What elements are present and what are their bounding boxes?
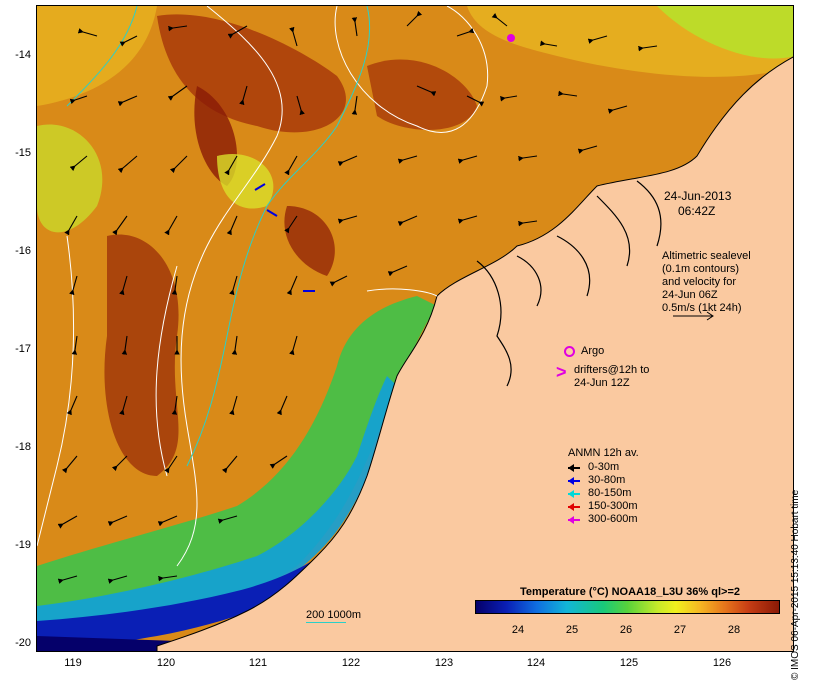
depth-contour-swatch xyxy=(306,622,346,623)
sst-coldest-band xyxy=(37,551,337,651)
sealevel-contour xyxy=(366,288,438,297)
altimetry-note-line: (0.1m contours) xyxy=(662,263,740,275)
altimetry-note-line: 0.5m/s (1kt 24h) xyxy=(662,302,742,314)
land-mass xyxy=(156,56,793,651)
depth-contour xyxy=(186,6,371,467)
depth-contour-label: 200 1000m xyxy=(306,609,362,621)
anmn-legend-item: 80-150m xyxy=(568,487,639,500)
anmn-legend-title: ANMN 12h av. xyxy=(568,447,639,459)
colorbar-tick: 28 xyxy=(727,624,741,636)
temperature-colorbar xyxy=(475,600,780,614)
anmn-legend-item: 300-600m xyxy=(568,513,639,526)
x-axis-label: 123 xyxy=(434,657,454,669)
arrow-icon xyxy=(568,515,584,525)
colorbar-tick: 26 xyxy=(619,624,633,636)
anmn-legend: ANMN 12h av. 0-30m 30-80m 80-150m 150-30… xyxy=(568,447,639,526)
drifter-track xyxy=(254,183,266,191)
x-axis-label: 122 xyxy=(341,657,361,669)
colorbar-tick: 25 xyxy=(565,624,579,636)
y-axis-label: -18 xyxy=(15,441,31,453)
time-label: 06:42Z xyxy=(678,204,716,218)
sst-cool-band xyxy=(37,296,437,626)
y-axis-label: -16 xyxy=(15,245,31,257)
sst-map xyxy=(37,6,793,651)
anmn-legend-item: 30-80m xyxy=(568,474,639,487)
anmn-legend-label: 0-30m xyxy=(588,461,620,473)
date-label: 24-Jun-2013 xyxy=(664,189,732,203)
arrow-icon xyxy=(568,489,584,499)
depth-contour xyxy=(66,6,138,107)
sst-mid-patch xyxy=(37,6,157,106)
anmn-legend-item: 0-30m xyxy=(568,461,639,474)
x-axis-label: 125 xyxy=(619,657,639,669)
drifters-label-line: 24-Jun 12Z xyxy=(574,377,630,389)
argo-label: Argo xyxy=(581,345,605,357)
map-frame xyxy=(36,5,794,652)
anmn-legend-label: 300-600m xyxy=(588,513,638,525)
sealevel-contour xyxy=(176,6,283,567)
x-axis-label: 126 xyxy=(712,657,732,669)
argo-circle-icon xyxy=(564,345,575,357)
coast-inlets xyxy=(476,180,662,387)
argo-legend: Argo xyxy=(564,345,604,358)
drifters-legend: > drifters@12h to 24-Jun 12Z xyxy=(556,362,650,390)
x-axis-label: 124 xyxy=(526,657,546,669)
velocity-vectors xyxy=(57,10,658,584)
sst-hot-patch xyxy=(367,59,477,130)
colorbar-title: Temperature (°C) NOAA18_L3U 36% ql>=2 xyxy=(520,586,740,598)
x-axis-label: 120 xyxy=(156,657,176,669)
sst-mid-patch xyxy=(37,124,103,233)
y-axis-label: -14 xyxy=(15,49,31,61)
timestamp-credit: © IMOS 06-Apr-2015 15:13:40 Hobart time xyxy=(790,489,801,680)
arrow-icon xyxy=(568,502,584,512)
colorbar-tick: 27 xyxy=(673,624,687,636)
anmn-legend-label: 150-300m xyxy=(588,500,638,512)
colorbar-tick: 24 xyxy=(511,624,525,636)
altimetry-note-line: 24-Jun 06Z xyxy=(662,289,718,301)
anmn-legend-label: 80-150m xyxy=(588,487,632,499)
drifter-track xyxy=(266,209,278,217)
sst-mid-patch xyxy=(217,154,274,209)
sealevel-contour xyxy=(334,6,489,133)
sst-hot-patch xyxy=(284,206,335,276)
y-axis-label: -15 xyxy=(15,147,31,159)
arrow-icon xyxy=(568,463,584,473)
x-axis-label: 121 xyxy=(248,657,268,669)
altimetry-note-line: and velocity for xyxy=(662,276,736,288)
arrow-icon xyxy=(568,476,584,486)
sealevel-contour xyxy=(155,265,178,477)
y-axis-label: -20 xyxy=(15,637,31,649)
anmn-legend-label: 30-80m xyxy=(588,474,626,486)
argo-float-marker xyxy=(507,34,515,42)
altimetry-note: Altimetric sealevel (0.1m contours) and … xyxy=(662,250,751,315)
y-axis-label: -17 xyxy=(15,343,31,355)
y-axis-label: -19 xyxy=(15,539,31,551)
drifter-chevron-icon: > xyxy=(556,362,567,382)
drifters-label-line: drifters@12h to xyxy=(574,364,650,376)
sst-mid-patch xyxy=(657,6,793,59)
x-axis-label: 119 xyxy=(64,657,82,669)
velocity-scale-arrow xyxy=(673,311,714,321)
altimetry-note-line: Altimetric sealevel xyxy=(662,250,751,262)
anmn-legend-item: 150-300m xyxy=(568,500,639,513)
